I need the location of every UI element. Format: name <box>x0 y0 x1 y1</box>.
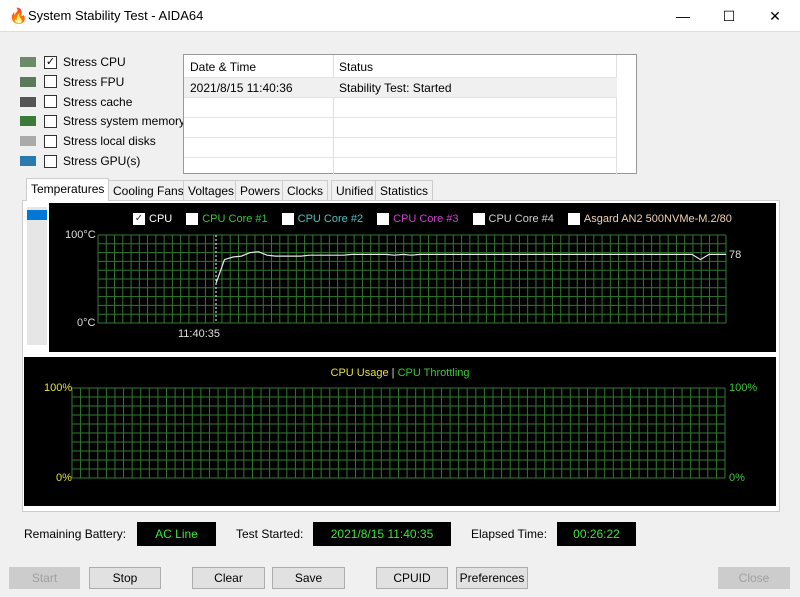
minimize-button[interactable]: — <box>676 8 690 24</box>
temperature-chart: ✓ CPU CPU Core #1 CPU Core #2 CPU Core #3 CPU… <box>49 203 776 352</box>
stress-checkbox[interactable] <box>44 114 57 128</box>
y-max-label: 100°C <box>65 229 96 241</box>
column-header-status[interactable]: Status <box>339 60 374 74</box>
cpu-throttling-legend: CPU Throttling <box>397 367 470 379</box>
stress-checkbox[interactable]: ✓ <box>44 55 57 69</box>
save-button[interactable]: Save <box>272 567 345 589</box>
tab-unified[interactable]: Unified <box>331 180 379 201</box>
stress-option[interactable]: ✓ Stress CPU <box>20 53 126 71</box>
legend-label: CPU Core #1 <box>202 213 268 225</box>
legend-item[interactable]: Asgard AN2 500NVMe-M.2/80 <box>567 213 740 225</box>
stress-option[interactable]: Stress system memory <box>20 112 185 130</box>
stress-label: Stress CPU <box>63 55 126 69</box>
stress-option[interactable]: Stress FPU <box>20 73 124 91</box>
legend-label: Asgard AN2 500NVMe-M.2/80 <box>583 213 732 225</box>
cpu-usage-legend: CPU Usage <box>330 367 389 379</box>
log-row[interactable]: 2021/8/15 11:40:36 Stability Test: Start… <box>184 78 617 98</box>
tab-statistics[interactable]: Statistics <box>375 180 434 201</box>
fpu-icon <box>20 76 36 87</box>
legend-item[interactable]: ✓ CPU <box>133 213 180 225</box>
gpu-icon <box>20 156 36 166</box>
tab-temperatures[interactable]: Temperatures <box>26 178 110 201</box>
throttling-y-min: 0% <box>729 472 745 484</box>
legend-label: CPU Core #2 <box>297 213 364 225</box>
cpu-icon <box>20 57 36 67</box>
current-temp-label: 78 <box>729 249 742 261</box>
stress-checkbox[interactable] <box>44 154 57 168</box>
aida64-flame-icon: 🔥 <box>9 8 28 25</box>
log-table: Date & Time Status 2021/8/15 11:40:36 St… <box>183 54 637 175</box>
tab-powers[interactable]: Powers <box>235 180 286 201</box>
close-button[interactable]: Close <box>718 567 790 589</box>
scrollbar-thumb[interactable] <box>27 210 47 220</box>
stress-checkbox[interactable] <box>44 75 57 89</box>
stress-option[interactable]: Stress cache <box>20 93 132 111</box>
test-started-label: Test Started: <box>236 527 304 541</box>
y-min-label: 0°C <box>77 317 96 329</box>
cpuid-button[interactable]: CPUID <box>376 567 448 589</box>
stress-label: Stress FPU <box>63 74 125 89</box>
stress-checkbox[interactable] <box>44 134 57 148</box>
cache-icon <box>20 96 36 107</box>
legend-checkbox[interactable] <box>567 213 580 225</box>
start-button[interactable]: Start <box>9 567 80 589</box>
legend-item[interactable]: CPU Core #4 <box>472 213 562 225</box>
maximize-button[interactable]: ☐ <box>722 8 736 24</box>
stress-label: Stress GPU(s) <box>63 154 141 168</box>
legend-checkbox[interactable]: ✓ <box>133 213 145 225</box>
memory-icon <box>20 116 36 127</box>
legend-item[interactable]: CPU Core #3 <box>377 213 466 225</box>
tab-cooling-fans[interactable]: Cooling Fans <box>108 180 189 201</box>
legend-item[interactable]: CPU Core #2 <box>281 213 371 225</box>
tab-clocks[interactable]: Clocks <box>282 180 329 201</box>
window-title: System Stability Test - AIDA64 <box>28 8 204 23</box>
usage-y-max: 100% <box>44 382 73 394</box>
stress-label: Stress system memory <box>63 114 186 129</box>
stop-button[interactable]: Stop <box>89 567 161 589</box>
battery-value: AC Line <box>137 522 216 546</box>
stress-option[interactable]: Stress local disks <box>20 132 156 150</box>
battery-label: Remaining Battery: <box>24 527 127 541</box>
legend-checkbox[interactable] <box>472 213 485 225</box>
log-date: 2021/8/15 11:40:36 <box>190 81 293 95</box>
stress-checkbox[interactable] <box>44 95 57 109</box>
elapsed-time-label: Elapsed Time: <box>471 527 548 541</box>
legend-checkbox[interactable] <box>281 213 294 225</box>
usage-y-min: 0% <box>56 472 72 484</box>
throttling-y-max: 100% <box>729 382 758 394</box>
legend-item[interactable]: CPU Core #1 <box>186 213 275 225</box>
preferences-button[interactable]: Preferences <box>456 567 528 589</box>
legend-label: CPU Core #4 <box>488 213 554 225</box>
legend-label: CPU Core #3 <box>393 213 459 225</box>
stress-label: Stress local disks <box>63 134 156 149</box>
legend-label: CPU <box>149 213 173 225</box>
cpu-usage-chart: CPU Usage | CPU Throttling 100% 0% 100% … <box>24 357 776 506</box>
log-status: Stability Test: Started <box>339 81 452 95</box>
legend-separator: | <box>391 367 395 379</box>
sensor-scrollbar[interactable] <box>27 207 47 345</box>
close-window-button[interactable]: ✕ <box>769 8 781 24</box>
cpu-temp-line <box>215 251 726 284</box>
title-bar: 🔥 System Stability Test - AIDA64 — ☐ ✕ <box>0 0 800 32</box>
clear-button[interactable]: Clear <box>192 567 265 589</box>
tab-voltages[interactable]: Voltages <box>183 180 240 201</box>
legend-checkbox[interactable] <box>186 213 199 225</box>
elapsed-time-value: 00:26:22 <box>557 522 636 546</box>
log-header: Date & Time Status <box>184 55 617 78</box>
column-header-date[interactable]: Date & Time <box>190 60 257 74</box>
stress-option[interactable]: Stress GPU(s) <box>20 152 140 170</box>
disk-icon <box>20 136 36 147</box>
test-started-value: 2021/8/15 11:40:35 <box>313 522 451 546</box>
legend-checkbox[interactable] <box>377 213 390 225</box>
stress-label: Stress cache <box>63 94 133 109</box>
start-time-label: 11:40:35 <box>178 328 221 340</box>
